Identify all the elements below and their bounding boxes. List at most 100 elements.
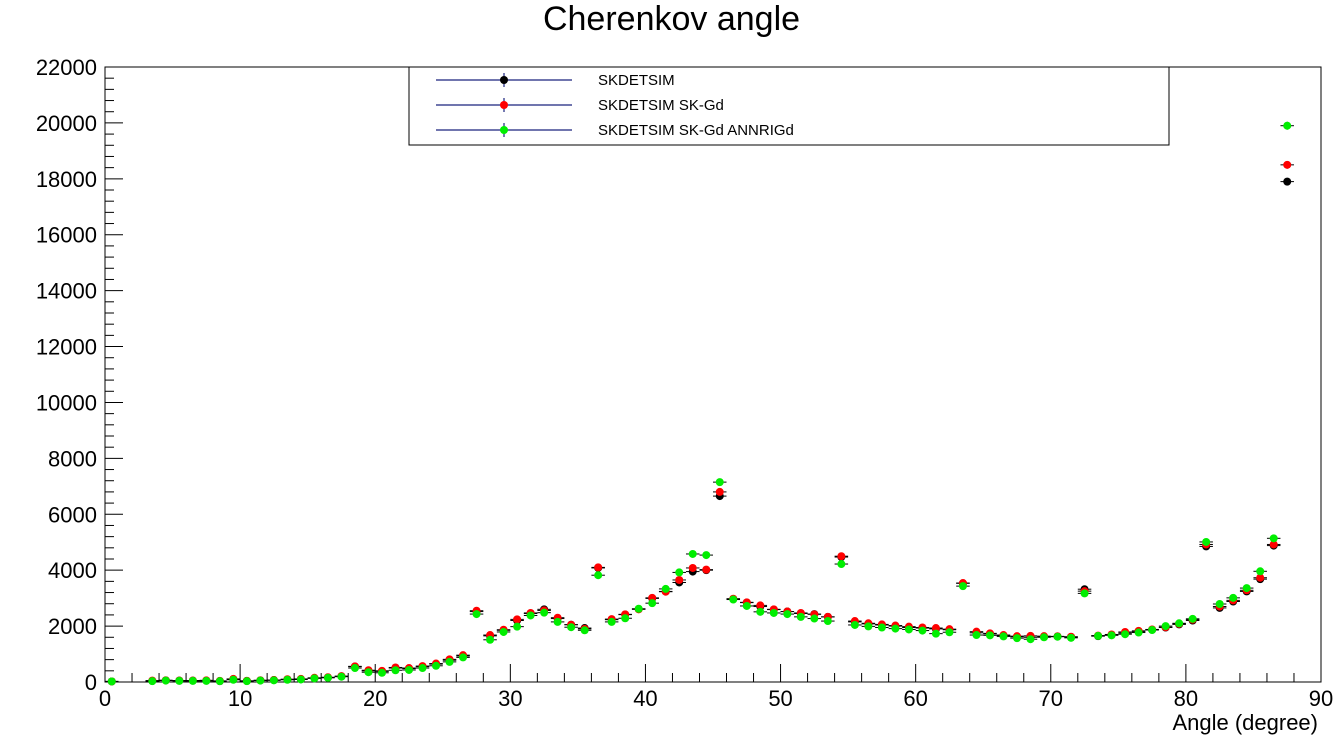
data-point (459, 653, 468, 662)
data-point (1283, 160, 1292, 169)
data-point (432, 661, 441, 670)
data-point (877, 623, 886, 632)
data-point (1094, 631, 1103, 640)
y-tick-label: 10000 (36, 390, 97, 415)
data-point (1269, 534, 1278, 543)
data-point (648, 599, 657, 608)
data-point (418, 664, 427, 673)
y-tick-label: 16000 (36, 223, 97, 248)
y-tick-label: 2000 (48, 614, 97, 639)
data-point (904, 625, 913, 634)
data-point (1202, 537, 1211, 546)
data-point (837, 552, 846, 561)
chart-title: Cherenkov angle (542, 0, 801, 38)
data-point (891, 624, 900, 633)
data-point (945, 628, 954, 637)
data-point (215, 677, 224, 686)
data-point (702, 551, 711, 560)
y-tick-label: 12000 (36, 335, 97, 360)
data-point (1242, 584, 1251, 593)
data-point (931, 629, 940, 638)
data-point (526, 611, 535, 620)
data-point (1269, 540, 1278, 549)
data-point (553, 617, 562, 626)
data-point (729, 595, 738, 604)
data-point (864, 622, 873, 631)
data-point (310, 674, 319, 683)
data-point (580, 626, 589, 635)
data-point (756, 601, 765, 610)
series-1 (105, 177, 1294, 686)
data-point (202, 676, 211, 685)
x-axis-title: Angle (degree) (1172, 710, 1318, 735)
data-point (688, 549, 697, 558)
data-point (1188, 614, 1197, 623)
series-2 (105, 160, 1294, 686)
data-point (1148, 626, 1157, 635)
data-point (837, 560, 846, 569)
data-point (594, 571, 603, 580)
y-tick-label: 18000 (36, 167, 97, 192)
data-point (931, 624, 940, 633)
data-point (783, 610, 792, 619)
data-point (1175, 619, 1184, 628)
data-point (850, 620, 859, 629)
data-point (229, 675, 238, 684)
y-tick-label: 4000 (48, 558, 97, 583)
data-point (1053, 632, 1062, 641)
x-tick-label: 90 (1309, 686, 1333, 711)
data-point (107, 677, 116, 686)
data-point (323, 673, 332, 682)
data-point (513, 622, 522, 631)
x-tick-label: 70 (1039, 686, 1063, 711)
data-point (1134, 628, 1143, 637)
data-point (985, 631, 994, 640)
data-point (1080, 589, 1089, 598)
x-tick-label: 20 (363, 686, 387, 711)
plot-frame (104, 66, 1322, 683)
y-tick-label: 14000 (36, 279, 97, 304)
data-point (1161, 622, 1170, 631)
legend-marker (500, 126, 508, 134)
x-tick-label: 60 (903, 686, 927, 711)
data-point (715, 478, 724, 487)
data-point (1256, 573, 1265, 582)
data-point (350, 664, 359, 673)
data-point (661, 584, 670, 593)
data-point (742, 601, 751, 610)
data-point (972, 631, 981, 640)
data-point (242, 677, 251, 686)
data-point (621, 614, 630, 623)
data-point (1215, 600, 1224, 609)
data-point (810, 614, 819, 623)
data-point (675, 568, 684, 577)
data-point (377, 668, 386, 677)
data-point (1067, 633, 1076, 642)
data-point (702, 565, 711, 574)
data-point (715, 487, 724, 496)
x-tick-label: 50 (768, 686, 792, 711)
data-point (445, 657, 454, 666)
data-point (1013, 634, 1021, 643)
x-tick-label: 30 (498, 686, 522, 711)
data-point (486, 635, 495, 644)
data-point (756, 607, 765, 616)
data-point (1040, 633, 1049, 642)
data-point (796, 612, 805, 621)
data-point (256, 676, 265, 685)
data-point (296, 675, 305, 684)
y-tick-label: 6000 (48, 502, 97, 527)
data-point (1283, 121, 1292, 130)
y-tick-label: 22000 (36, 55, 97, 80)
data-point (675, 575, 684, 584)
data-point (283, 675, 292, 684)
data-point (1107, 631, 1116, 640)
data-point (594, 563, 603, 572)
data-point (688, 563, 697, 572)
data-point (472, 610, 481, 619)
x-tick-label: 10 (228, 686, 252, 711)
data-point (918, 626, 927, 635)
data-point (1256, 567, 1265, 576)
y-tick-label: 0 (85, 670, 97, 695)
data-point (405, 665, 413, 674)
